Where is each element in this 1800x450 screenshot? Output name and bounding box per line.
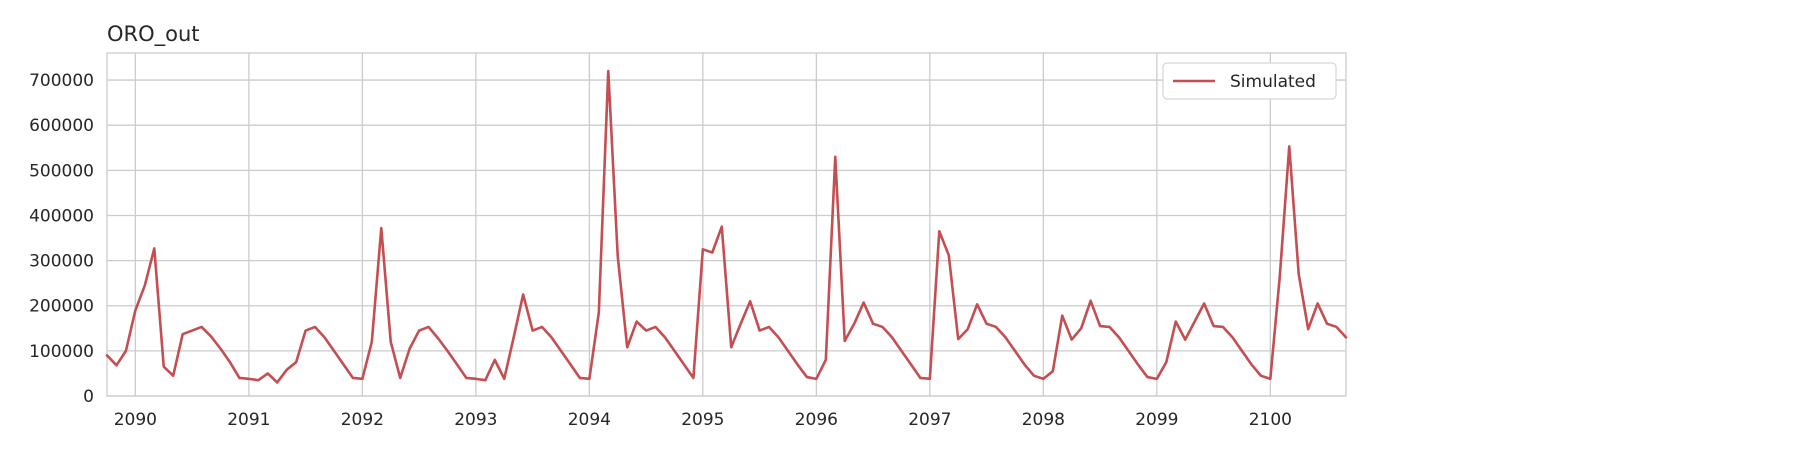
x-tick-label: 2094: [568, 410, 611, 430]
y-tick-label: 500000: [29, 161, 94, 181]
y-tick-label: 100000: [29, 342, 94, 362]
tick-labels: 0 100000 200000 300000 400000 500000 600000 700…: [29, 71, 1292, 430]
chart-title: ORO_out: [107, 22, 200, 47]
y-tick-label: 700000: [29, 71, 94, 91]
x-tick-label: 2090: [114, 410, 157, 430]
x-tick-label: 2095: [681, 410, 724, 430]
x-tick-label: 2096: [795, 410, 838, 430]
x-tick-label: 2097: [908, 410, 951, 430]
y-tick-label: 600000: [29, 116, 94, 136]
x-tick-label: 2099: [1135, 410, 1178, 430]
legend-box: [1162, 62, 1337, 100]
y-tick-label: 0: [83, 387, 94, 407]
y-tick-label: 200000: [29, 297, 94, 317]
x-tick-label: 2091: [227, 410, 270, 430]
y-tick-label: 300000: [29, 252, 94, 272]
x-tick-label: 2092: [341, 410, 384, 430]
series-layer: [105, 69, 1348, 384]
legend-label-simulated: Simulated: [1230, 72, 1316, 92]
x-tick-label: 2100: [1249, 410, 1292, 430]
series-line-simulated: [105, 69, 1348, 384]
legend: Simulated: [1162, 62, 1337, 100]
y-tick-label: 400000: [29, 206, 94, 226]
plot-frame: [106, 52, 1347, 397]
grid: [107, 53, 1346, 397]
x-tick-label: 2093: [454, 410, 497, 430]
x-tick-label: 2098: [1022, 410, 1065, 430]
